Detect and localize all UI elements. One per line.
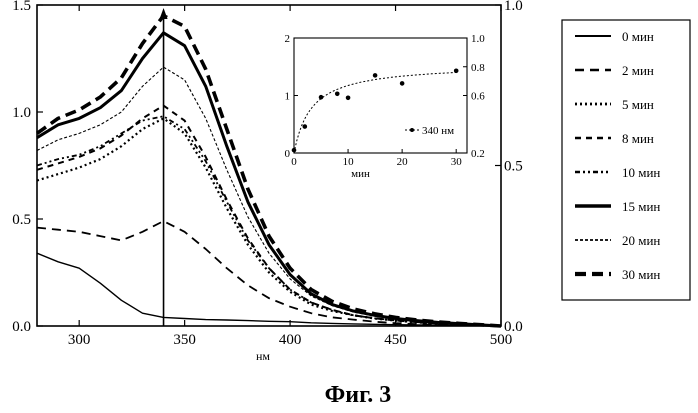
y2-tick-label: 0.5 bbox=[504, 159, 523, 175]
x-tick-label: 300 bbox=[68, 332, 91, 348]
inset-x-tick-label: 10 bbox=[343, 156, 355, 168]
legend-label: 0 мин bbox=[622, 29, 654, 44]
inset-data-point bbox=[345, 95, 351, 101]
inset-y-tick-label: 0 bbox=[285, 148, 291, 160]
inset-data-point bbox=[291, 147, 297, 153]
legend-label: 5 мин bbox=[622, 97, 654, 112]
y-tick-label: 1.0 bbox=[12, 105, 31, 121]
inset-x-tick-label: 0 bbox=[291, 156, 297, 168]
inset-y-tick-label: 1 bbox=[285, 91, 291, 103]
series-line-20-мин bbox=[36, 66, 502, 327]
inset-kinetics-plot: 0 10 20 30 0 1 2 0.2 0.6 0.8 1.0 мин 340 нм bbox=[285, 33, 486, 180]
inset-data-point bbox=[334, 91, 340, 97]
inset-x-axis-label: мин bbox=[351, 168, 370, 180]
inset-fit-curve bbox=[293, 72, 457, 154]
legend-label: 8 мин bbox=[622, 131, 654, 146]
series-legend: 0 мин 2 мин 5 мин 8 мин 10 мин 15 мин 20 мин 30… bbox=[561, 19, 691, 301]
series-line-5-мин bbox=[36, 117, 502, 328]
y2-tick-label: 0.0 bbox=[504, 319, 523, 335]
y-tick-label: 0.0 bbox=[12, 319, 31, 335]
inset-data-point bbox=[453, 68, 459, 74]
inset-legend-label: 340 нм bbox=[422, 125, 454, 137]
inset-x-tick-label: 30 bbox=[451, 156, 463, 168]
x-tick-label: 450 bbox=[384, 332, 407, 348]
x-tick-label: 350 bbox=[173, 332, 196, 348]
figure-caption: Фиг. 3 bbox=[325, 382, 392, 408]
inset-data-point bbox=[399, 81, 405, 86]
y2-tick-label: 1.0 bbox=[504, 0, 523, 14]
inset-data-point bbox=[302, 124, 308, 129]
legend-label: 2 мин bbox=[622, 63, 654, 78]
series-line-2-мин bbox=[36, 220, 502, 327]
legend-label: 30 мин bbox=[622, 267, 660, 282]
y-tick-label: 0.5 bbox=[12, 212, 31, 228]
x-tick-label: 500 bbox=[490, 332, 513, 348]
inset-y2-tick-label: 0.2 bbox=[471, 148, 485, 160]
inset-frame bbox=[293, 37, 468, 154]
series-line-30-мин bbox=[35, 13, 502, 328]
inset-y2-tick-label: 0.6 bbox=[471, 91, 485, 103]
y-tick-label: 1.5 bbox=[12, 0, 31, 14]
inset-y-tick-label: 2 bbox=[285, 33, 291, 45]
inset-legend-marker bbox=[410, 128, 414, 132]
legend-label: 10 мин bbox=[622, 165, 660, 180]
x-tick-label: 400 bbox=[279, 332, 302, 348]
inset-data-point bbox=[372, 73, 378, 78]
series-line-0-мин bbox=[36, 252, 502, 327]
inset-data-point bbox=[318, 94, 324, 100]
inset-y2-tick-label: 0.8 bbox=[471, 62, 485, 74]
legend-label: 15 мин bbox=[622, 199, 660, 214]
legend-box bbox=[561, 19, 691, 301]
inset-x-tick-label: 20 bbox=[397, 156, 409, 168]
inset-y2-tick-label: 1.0 bbox=[471, 33, 485, 45]
legend-label: 20 мин bbox=[622, 233, 660, 248]
x-axis-label: нм bbox=[256, 349, 270, 363]
